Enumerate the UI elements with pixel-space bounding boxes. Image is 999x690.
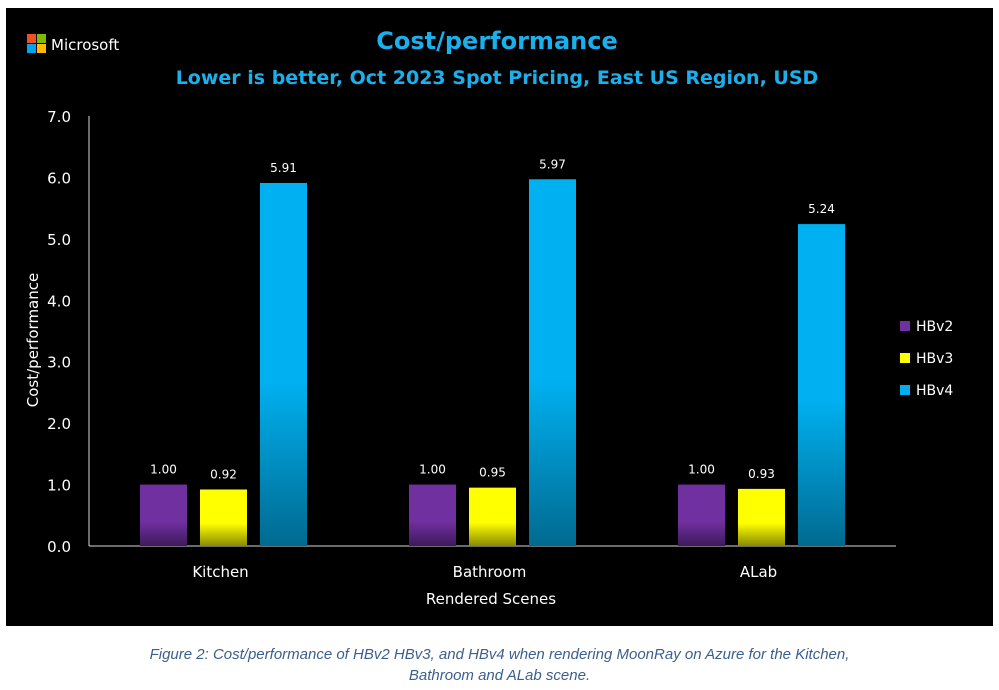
y-tick-label: 7.0 [47,108,71,126]
y-tick-label: 6.0 [47,169,71,187]
bar-hbv3-bathroom [469,487,516,546]
logo-square-yellow [37,44,46,53]
logo-square-green [37,34,46,43]
data-label-hbv3-kitchen: 0.92 [210,467,237,481]
bar-hbv2-bathroom [409,484,456,546]
bar-hbv2-kitchen [140,484,187,546]
category-labels: Kitchen Bathroom ALab [192,563,777,581]
data-label-hbv4-alab: 5.24 [808,202,835,216]
data-label-hbv2-kitchen: 1.00 [150,463,177,477]
y-tick-label: 4.0 [47,292,71,310]
data-label-hbv2-alab: 1.00 [688,463,715,477]
bar-hbv2-alab [678,484,725,546]
x-axis-title: Rendered Scenes [426,590,556,608]
brand-name: Microsoft [51,36,119,54]
data-label-hbv4-kitchen: 5.91 [270,161,297,175]
legend: HBv2 HBv3 HBv4 [900,319,953,399]
chart-subtitle: Lower is better, Oct 2023 Spot Pricing, … [176,67,819,89]
legend-swatch-hbv3 [900,353,910,363]
data-label-hbv4-bathroom: 5.97 [539,157,566,171]
legend-label-hbv4: HBv4 [916,383,953,399]
bar-hbv4-bathroom [529,179,576,546]
y-tick-label: 1.0 [47,477,71,495]
figure-caption: Figure 2: Cost/performance of HBv2 HBv3,… [0,644,999,686]
logo-square-blue [27,44,36,53]
category-label-alab: ALab [740,563,777,581]
data-labels: 1.00 0.92 5.91 1.00 0.95 5.97 1.00 0.93 5.24 [150,157,835,481]
y-axis-title: Cost/performance [24,273,42,407]
microsoft-logo: Microsoft [27,34,119,54]
caption-line-2: Bathroom and ALab scene. [408,667,591,684]
y-tick-label: 2.0 [47,415,71,433]
data-label-hbv3-bathroom: 0.95 [479,466,506,480]
y-tick-label: 5.0 [47,231,71,249]
bar-hbv3-alab [738,488,785,546]
bar-hbv4-kitchen [260,182,307,546]
y-tick-label: 3.0 [47,354,71,372]
category-label-bathroom: Bathroom [453,563,527,581]
logo-square-red [27,34,36,43]
bar-hbv3-kitchen [200,489,247,546]
legend-label-hbv2: HBv2 [916,319,953,335]
category-label-kitchen: Kitchen [192,563,248,581]
y-tick-labels: 0.0 1.0 2.0 3.0 4.0 5.0 6.0 7.0 [47,108,71,556]
legend-swatch-hbv4 [900,385,910,395]
legend-swatch-hbv2 [900,321,910,331]
chart-title: Cost/performance [376,27,617,55]
chart-canvas: Microsoft Cost/performance Lower is bett… [24,27,953,608]
caption-line-1: Figure 2: Cost/performance of HBv2 HBv3,… [149,646,850,663]
chart-panel: Microsoft Cost/performance Lower is bett… [6,8,993,626]
data-label-hbv2-bathroom: 1.00 [419,463,446,477]
y-tick-label: 0.0 [47,538,71,556]
data-label-hbv3-alab: 0.93 [748,467,775,481]
legend-label-hbv3: HBv3 [916,351,953,367]
bar-series [140,179,845,546]
bar-hbv4-alab [798,224,845,546]
